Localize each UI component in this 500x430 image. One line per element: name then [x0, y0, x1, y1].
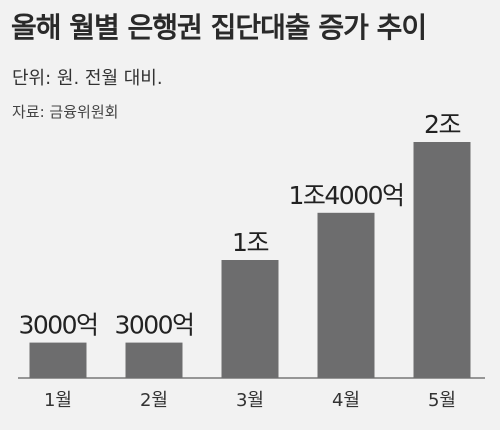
bar-value-label-4: 1조4000억: [288, 181, 403, 210]
bars-group: 3000억 1월 3000억 2월 1조 3월 1조4000억 4월 2조 5월: [18, 110, 471, 411]
category-label-1: 1월: [44, 390, 72, 411]
category-label-4: 4월: [332, 390, 360, 411]
bar-value-label-3: 1조: [232, 228, 268, 257]
bar-value-label-2: 3000억: [114, 311, 193, 340]
bar-value-label-5: 2조: [424, 110, 460, 139]
category-label-5: 5월: [428, 390, 456, 411]
bar-5: [413, 142, 471, 378]
category-label-2: 2월: [140, 390, 168, 411]
bar-2: [125, 342, 183, 378]
bar-3: [221, 260, 279, 378]
bar-4: [317, 212, 375, 378]
unit-note: 단위: 원. 전월 대비.: [12, 68, 163, 89]
chart-title: 올해 월별 은행권 집단대출 증가 추이: [11, 11, 427, 44]
category-label-3: 3월: [236, 390, 264, 411]
source-note: 자료: 금융위원회: [12, 103, 119, 121]
bar-value-label-1: 3000억: [18, 311, 97, 340]
bar-1: [29, 342, 87, 378]
